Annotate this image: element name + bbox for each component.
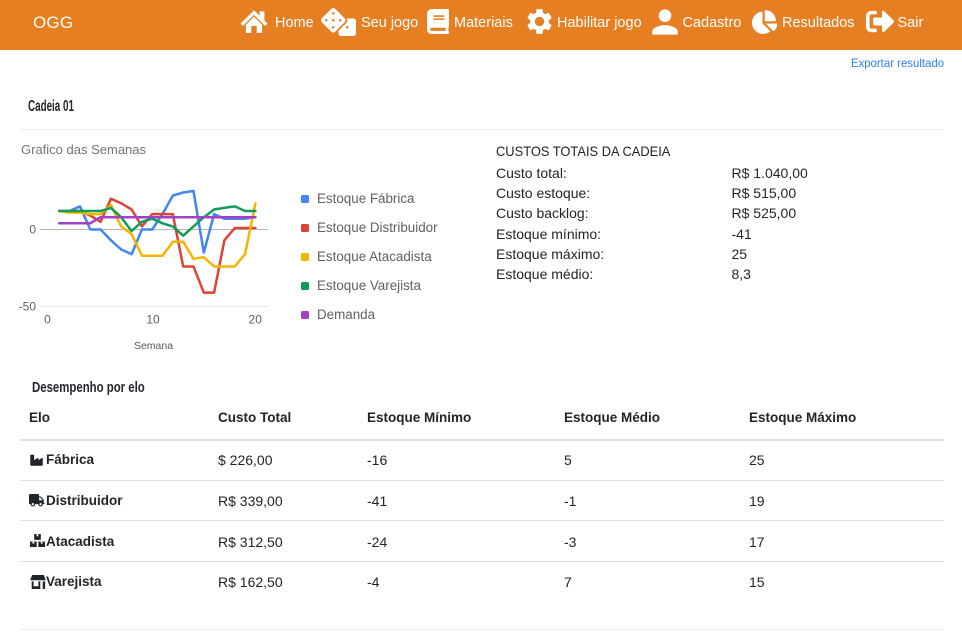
svg-text:20: 20 <box>249 312 263 326</box>
svg-text:Semana: Semana <box>134 340 173 352</box>
svg-text:10: 10 <box>146 312 160 326</box>
svg-text:0: 0 <box>29 223 36 237</box>
svg-text:0: 0 <box>44 312 51 326</box>
svg-text:-50: -50 <box>19 300 37 314</box>
